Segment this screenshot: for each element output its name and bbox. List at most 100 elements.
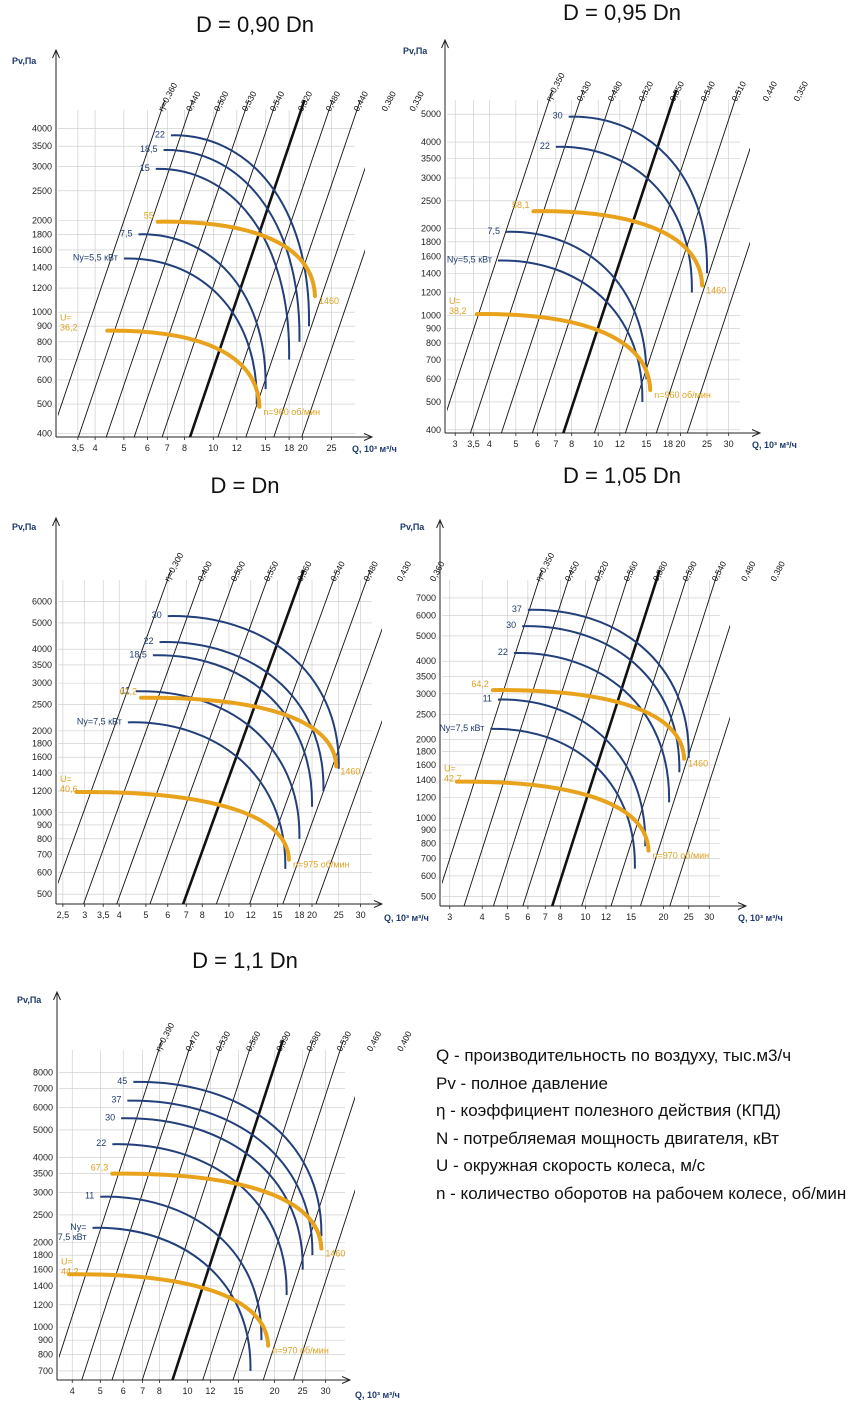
y-tick-label: 1000 — [421, 310, 441, 320]
speed-curve-label: U= 40,6 — [60, 774, 78, 794]
power-curve-label: 30 — [152, 610, 162, 620]
power-curve-4 — [123, 257, 258, 405]
eta-line-label: 0,360 — [428, 559, 447, 583]
y-tick-label: 1400 — [421, 268, 441, 278]
y-tick-label: 1800 — [32, 229, 52, 239]
x-tick-label: 5 — [143, 910, 148, 920]
eta-line-8 — [315, 719, 382, 904]
eta-line-label: 0,480 — [323, 89, 342, 113]
x-tick-label: 25 — [334, 910, 344, 920]
y-tick-label: 4000 — [416, 656, 436, 666]
y-tick-label: 3500 — [32, 660, 52, 670]
y-tick-label: 2000 — [32, 215, 52, 225]
legend-item-pv: Pv - полное давление — [436, 1073, 608, 1093]
x-axis-label: Q, 10³ м³/ч — [355, 1390, 400, 1400]
legend-item-u: U - окружная скорость колеса, м/с — [436, 1156, 706, 1175]
y-tick-label: 1800 — [421, 237, 441, 247]
y-tick-label: 2500 — [33, 1210, 53, 1220]
y-tick-label: 5000 — [32, 618, 52, 628]
power-curve-0 — [167, 615, 340, 769]
eta-line-label: 0,400 — [395, 1029, 414, 1053]
y-tick-label: 1200 — [416, 792, 436, 802]
y-tick-label: 1800 — [32, 738, 52, 748]
y-tick-label: 1200 — [32, 283, 52, 293]
power-curve-label: 15 — [140, 163, 150, 173]
eta-line-label: 0,560 — [621, 559, 640, 583]
eta-line-7 — [655, 147, 750, 433]
power-curve-label: 22 — [498, 647, 508, 657]
power-curve-label: 22 — [143, 636, 153, 646]
power-curve-1 — [163, 149, 301, 342]
eta-line-0 — [58, 569, 172, 885]
speed-curve-label: U= 42,7 — [444, 764, 462, 784]
x-tick-label: 30 — [724, 439, 734, 449]
eta-line-8 — [293, 1189, 355, 1380]
power-curve-1 — [555, 145, 693, 293]
x-tick-label: 6 — [165, 910, 170, 920]
x-tick-label: 8 — [558, 912, 563, 922]
x-tick-label: 10 — [580, 912, 590, 922]
legend-item-n: N - потребляемая мощность двигателя, кВт — [436, 1128, 780, 1148]
y-tick-label: 1200 — [33, 1300, 53, 1310]
y-axis-arrow — [52, 48, 60, 59]
power-curve-label: 22 — [540, 141, 550, 151]
y-axis-label: Pv,Па — [17, 995, 42, 1005]
eta-line-0 — [447, 89, 553, 412]
eta-line-7 — [639, 624, 730, 906]
speed-curve-1 — [74, 790, 291, 862]
speed-curve-1 — [67, 1272, 271, 1348]
y-tick-label: 700 — [38, 1366, 53, 1376]
speed-curve-1 — [105, 328, 262, 409]
eta-line-3 — [149, 569, 272, 904]
eta-line-label: 0,480 — [361, 559, 380, 583]
x-tick-label: 20 — [676, 439, 686, 449]
x-tick-label: 12 — [601, 912, 611, 922]
x-tick-label: 6 — [121, 1386, 126, 1396]
x-axis-label: Q, 10³ м³/ч — [352, 444, 397, 454]
power-curve-label: 30 — [105, 1112, 115, 1122]
y-tick-label: 1200 — [421, 288, 441, 298]
power-curve-label: 37 — [111, 1095, 121, 1105]
eta-line-label: 0,500 — [228, 559, 247, 583]
eta-line-1 — [83, 569, 205, 904]
power-curve-label: Ny=5,5 кВт — [447, 255, 492, 265]
chart-title: D = 0,95 Dn — [563, 0, 681, 25]
x-tick-label: 6 — [525, 912, 530, 922]
eta-line-label: 0,500 — [212, 89, 231, 113]
speed-curve-0 — [139, 695, 339, 769]
y-tick-label: 5000 — [416, 631, 436, 641]
y-tick-label: 1000 — [33, 1322, 53, 1332]
y-tick-label: 500 — [426, 397, 441, 407]
legend-item-q: Q - производительность по воздуху, тыс.м… — [436, 1046, 792, 1065]
eta-line-8 — [686, 241, 750, 433]
power-curve-4 — [490, 727, 636, 869]
eta-line-label: η=0,350 — [543, 71, 566, 103]
eta-line-5 — [215, 569, 338, 904]
x-tick-label: 3 — [82, 910, 87, 920]
y-tick-label: 3500 — [416, 671, 436, 681]
y-tick-label: 800 — [37, 337, 52, 347]
y-axis-arrow — [441, 38, 449, 49]
eta-line-label: 0,520 — [636, 79, 655, 103]
x-tick-label: 8 — [157, 1386, 162, 1396]
eta-line-6 — [249, 569, 371, 904]
y-tick-label: 4000 — [32, 124, 52, 134]
y-tick-label: 3000 — [416, 689, 436, 699]
eta-line-label: 0,540 — [698, 79, 717, 103]
y-tick-label: 1600 — [421, 252, 441, 262]
x-tick-label: 30 — [321, 1386, 331, 1396]
y-tick-label: 500 — [37, 399, 52, 409]
y-tick-label: 2500 — [32, 186, 52, 196]
y-tick-label: 2500 — [32, 700, 52, 710]
eta-line-8 — [669, 716, 730, 906]
eta-line-0 — [59, 1039, 163, 1359]
eta-line-label: 0,530 — [334, 1029, 353, 1053]
plot-area — [442, 569, 730, 906]
y-tick-label: 1000 — [32, 808, 52, 818]
eta-line-6 — [217, 99, 333, 437]
x-tick-label: 25 — [684, 912, 694, 922]
y-tick-label: 1400 — [416, 775, 436, 785]
speed-curve-label: 67,3 — [91, 1163, 109, 1173]
power-curve-label: Ny=7,5 кВт — [58, 1222, 87, 1242]
eta-line-4 — [161, 99, 278, 437]
